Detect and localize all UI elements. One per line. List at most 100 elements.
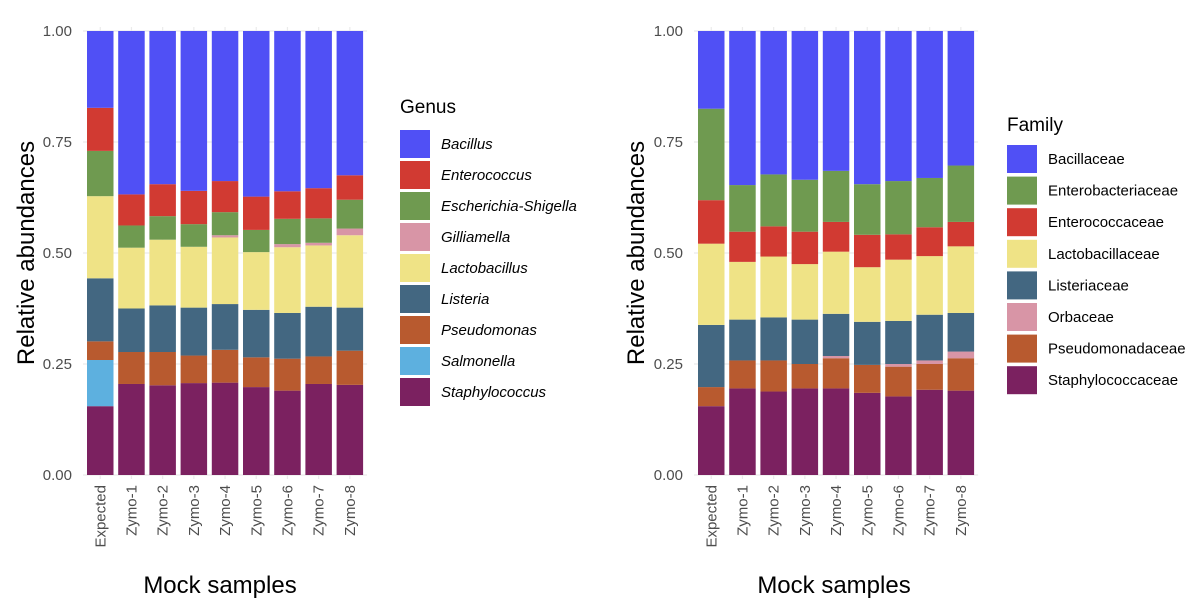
bar-segment-bacillaceae [916, 31, 943, 178]
bar-segment-pseudomonas [243, 357, 270, 388]
x-tick-label: Zymo-5 [248, 485, 265, 536]
legend-label: Staphylococcus [441, 384, 547, 401]
legend-label: Pseudomonadaceae [1048, 341, 1186, 358]
legend: Genus Bacillus Enterococcus Escherichia-Shi… [400, 97, 577, 406]
bar-segment-bacillus [305, 31, 332, 189]
bar-segment-enterococcaceae [698, 200, 725, 244]
bar-segment-staphylococcaceae [791, 388, 819, 475]
y-tick-label: 0.25 [654, 356, 683, 373]
bar-segment-staphylococcus [149, 385, 176, 475]
bar-segment-enterococcus [336, 175, 364, 200]
bar-segment-pseudomonas [87, 341, 114, 361]
legend-label: Gilliamella [441, 229, 510, 246]
bar-segment-pseudomonadaceae [947, 358, 975, 391]
x-tick-label: Zymo-4 [828, 485, 845, 536]
bar-segment-listeriaceae [885, 320, 912, 364]
bar-segment-bacillus [243, 31, 270, 197]
x-tick-label: Zymo-8 [342, 485, 359, 536]
bar-segment-listeria [243, 309, 270, 358]
bar-segment-staphylococcus [211, 382, 239, 475]
bar-segment-pseudomonas [180, 355, 208, 384]
bar-segment-enterobacteriaceae [698, 108, 725, 201]
bar-segment-listeriaceae [791, 319, 819, 364]
bar-segment-enterococcaceae [729, 231, 756, 262]
legend-label: Listeria [441, 291, 489, 308]
bar-segment-staphylococcaceae [729, 388, 756, 475]
bar-segment-bacillaceae [698, 31, 725, 109]
bar-segment-pseudomonas [274, 358, 301, 391]
y-tick-label: 0.50 [654, 245, 683, 262]
bar-segment-enterococcaceae [885, 234, 912, 260]
bar-segment-orbaceae [885, 364, 912, 367]
bar-segment-lactobacillaceae [854, 267, 881, 322]
bar-segment-bacillaceae [791, 31, 819, 180]
bar-segment-bacillaceae [822, 31, 850, 171]
bar-segment-enterobacteriaceae [916, 177, 943, 228]
bar-segment-listeriaceae [822, 313, 850, 357]
legend-label: Enterobacteriaceae [1048, 183, 1178, 200]
bar-segment-bacillaceae [947, 31, 975, 166]
bar-segment-bacillus [274, 31, 301, 192]
legend-swatch [400, 378, 430, 406]
legend-label: Lactobacillaceae [1048, 246, 1160, 263]
y-tick-label: 0.00 [654, 467, 683, 484]
bar-segment-listeria [149, 305, 176, 353]
bar-segment-salmonella [87, 360, 114, 407]
bar-segment-staphylococcus [274, 390, 301, 475]
bar-segment-gilliamella [211, 235, 239, 238]
bar-segment-staphylococcus [180, 383, 208, 475]
y-tick-label: 1.00 [654, 23, 683, 40]
bar-segment-enterobacteriaceae [729, 185, 756, 232]
legend-swatch [1007, 271, 1037, 300]
bar-segment-staphylococcus [336, 384, 364, 475]
bar-segment-bacillaceae [729, 31, 756, 186]
bar-segment-enterococcus [274, 191, 301, 219]
legend-label: Enterococcaceae [1048, 214, 1164, 231]
bar-segment-listeriaceae [729, 319, 756, 361]
bar-segment-listeriaceae [760, 317, 787, 361]
bar-segment-enterococcaceae [854, 234, 881, 268]
bar-segment-enterococcus [87, 107, 114, 151]
bar-segment-staphylococcus [243, 387, 270, 475]
legend-label: Bacillaceae [1048, 151, 1125, 168]
x-tick-label: Zymo-5 [859, 485, 876, 536]
bar-segment-escherichia-shigella [211, 212, 239, 236]
legend-label: Lactobacillus [441, 260, 528, 277]
legend-swatch [400, 192, 430, 220]
bar-segment-pseudomonadaceae [854, 364, 881, 393]
bar-segment-bacillus [180, 31, 208, 191]
bar-segment-lactobacillus [336, 235, 364, 308]
legend-swatch [400, 130, 430, 158]
bar-segment-pseudomonadaceae [729, 360, 756, 389]
x-tick-label: Zymo-7 [311, 485, 328, 536]
bar-segment-lactobacillaceae [947, 246, 975, 313]
bar-segment-gilliamella [274, 244, 301, 248]
chart-2: 0.00 0.25 0.50 0.75 1.00 Expected Zymo-1 Zymo-2… [623, 23, 1186, 599]
x-tick-label: Zymo-8 [953, 485, 970, 536]
bar-segment-lactobacillus [274, 247, 301, 313]
y-tick-label: 0.50 [43, 245, 72, 262]
bar-segment-pseudomonas [149, 352, 176, 386]
legend-swatch [400, 161, 430, 189]
bar-segment-listeriaceae [947, 312, 975, 352]
bar-segment-orbaceae [822, 356, 850, 359]
bar-segment-enterococcus [118, 194, 145, 226]
bar-segment-staphylococcus [118, 383, 145, 475]
bar-segment-escherichia-shigella [118, 225, 145, 248]
legend-label: Salmonella [441, 353, 515, 370]
x-tick-label: Zymo-2 [766, 485, 783, 536]
legend-swatch [1007, 334, 1037, 363]
x-tick-label: Zymo-6 [890, 485, 907, 536]
bar-segment-gilliamella [336, 228, 364, 236]
bar-segment-bacillus [336, 31, 364, 176]
bar-segment-staphylococcaceae [947, 390, 975, 475]
legend-swatch [1007, 239, 1037, 268]
bar-segment-escherichia-shigella [149, 216, 176, 240]
bar-segment-listeria [118, 308, 145, 353]
legend-swatch [400, 347, 430, 375]
x-tick-label: Expected [92, 485, 109, 548]
bar-segment-enterococcus [243, 196, 270, 230]
bar-segment-pseudomonadaceae [791, 364, 819, 389]
legend-title: Family [1007, 115, 1063, 136]
bar-segment-lactobacillaceae [791, 264, 819, 320]
